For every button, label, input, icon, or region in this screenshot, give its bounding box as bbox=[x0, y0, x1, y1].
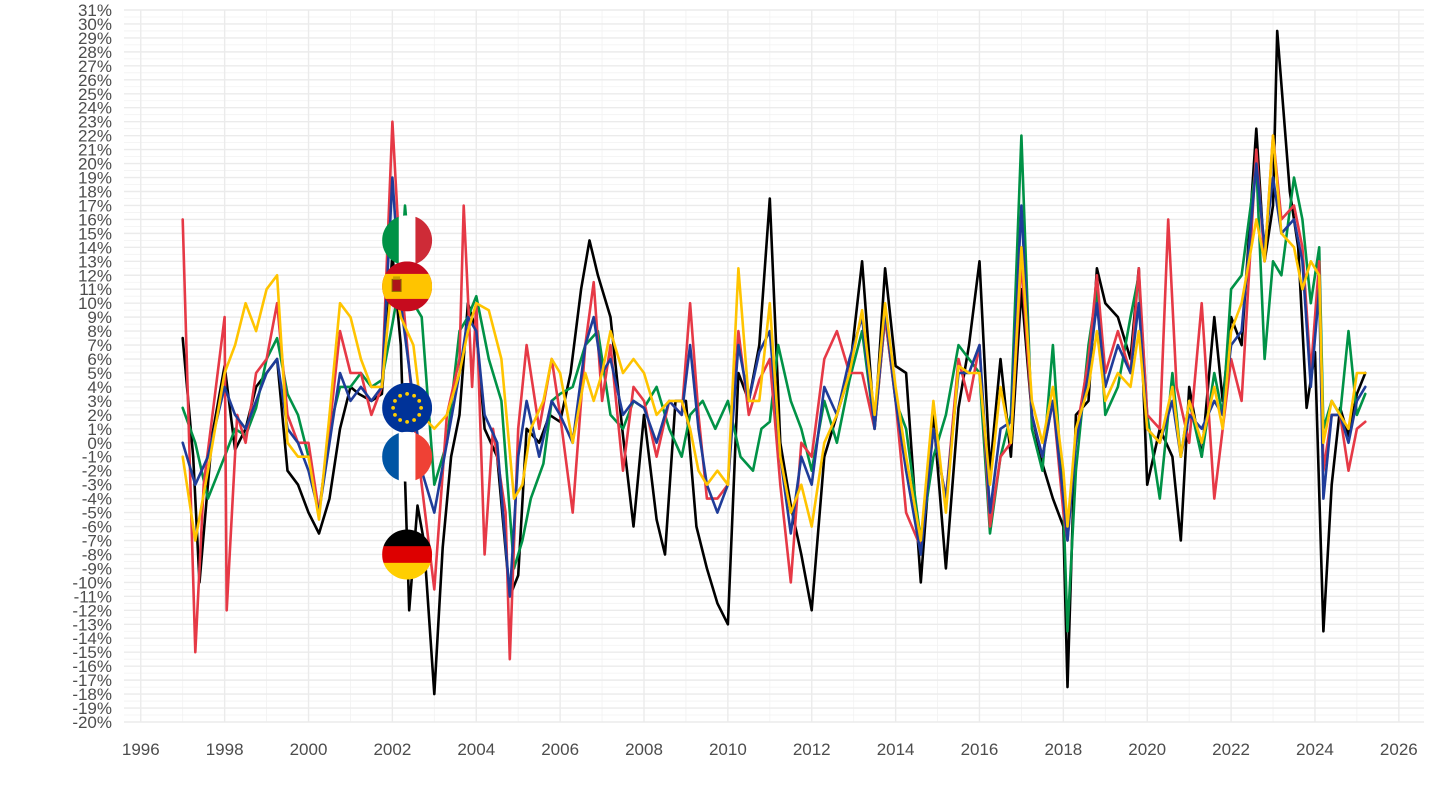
y-tick-label: -4% bbox=[82, 490, 112, 509]
y-tick-label: 16% bbox=[78, 210, 112, 229]
italy-flag-icon bbox=[382, 215, 433, 266]
y-tick-label: 29% bbox=[78, 29, 112, 48]
x-tick-label: 2008 bbox=[625, 740, 663, 759]
x-tick-label: 2026 bbox=[1380, 740, 1418, 759]
series-lines bbox=[181, 29, 1367, 696]
y-tick-label: -17% bbox=[72, 671, 112, 690]
x-tick-label: 2004 bbox=[457, 740, 495, 759]
x-tick-label: 2022 bbox=[1212, 740, 1250, 759]
y-tick-label: 4% bbox=[87, 378, 112, 397]
y-tick-label: 12% bbox=[78, 266, 112, 285]
series-line-france bbox=[181, 120, 1367, 661]
y-tick-label: 0% bbox=[87, 434, 112, 453]
y-tick-label: 1% bbox=[87, 420, 112, 439]
y-tick-label: -8% bbox=[82, 545, 112, 564]
x-axis-tick-labels: 1996 1998 2000 2002 2004 2006 2008 2010 2012 2014… bbox=[122, 740, 1418, 759]
x-tick-label: 2012 bbox=[793, 740, 831, 759]
y-tick-label: 26% bbox=[78, 71, 112, 90]
y-tick-label: 27% bbox=[78, 57, 112, 76]
y-tick-label: 15% bbox=[78, 224, 112, 243]
y-tick-label: 3% bbox=[87, 392, 112, 411]
y-tick-label: 13% bbox=[78, 252, 112, 271]
y-tick-label: 18% bbox=[78, 182, 112, 201]
y-tick-label: -1% bbox=[82, 448, 112, 467]
y-tick-label: 22% bbox=[78, 127, 112, 146]
y-tick-label: 17% bbox=[78, 196, 112, 215]
x-tick-label: 2010 bbox=[709, 740, 747, 759]
y-tick-label: -15% bbox=[72, 643, 112, 662]
y-tick-label: 30% bbox=[78, 15, 112, 34]
y-tick-label: -5% bbox=[82, 504, 112, 523]
y-tick-label: -20% bbox=[72, 713, 112, 732]
y-tick-label: 24% bbox=[78, 99, 112, 118]
y-tick-label: 19% bbox=[78, 169, 112, 188]
x-tick-label: 2006 bbox=[541, 740, 579, 759]
y-tick-label: 31% bbox=[78, 1, 112, 20]
x-tick-label: 2020 bbox=[1128, 740, 1166, 759]
y-tick-label: 14% bbox=[78, 238, 112, 257]
y-tick-label: -13% bbox=[72, 615, 112, 634]
y-tick-label: -18% bbox=[72, 685, 112, 704]
x-tick-label: 1996 bbox=[122, 740, 160, 759]
france-flag-icon bbox=[382, 431, 433, 482]
y-tick-label: 20% bbox=[78, 155, 112, 174]
y-tick-label: -10% bbox=[72, 573, 112, 592]
y-tick-label: 11% bbox=[79, 280, 112, 299]
eu-flag-icon bbox=[382, 382, 433, 433]
series-line-euro-area bbox=[181, 162, 1367, 598]
y-tick-label: -9% bbox=[82, 559, 112, 578]
y-tick-label: 9% bbox=[87, 308, 112, 327]
y-tick-label: -3% bbox=[82, 476, 112, 495]
y-tick-label: 7% bbox=[87, 336, 112, 355]
x-tick-label: 2024 bbox=[1296, 740, 1334, 759]
y-tick-label: 25% bbox=[78, 85, 112, 104]
y-tick-label: -2% bbox=[82, 462, 112, 481]
y-tick-label: 23% bbox=[78, 113, 112, 132]
y-tick-label: 28% bbox=[78, 43, 112, 62]
y-tick-label: -7% bbox=[82, 532, 112, 551]
y-tick-label: -12% bbox=[72, 601, 112, 620]
y-tick-label: -19% bbox=[72, 699, 112, 718]
y-tick-label: 6% bbox=[87, 350, 112, 369]
y-tick-label: -6% bbox=[82, 518, 112, 537]
flag-markers bbox=[382, 215, 433, 580]
x-tick-label: 1998 bbox=[206, 740, 244, 759]
x-tick-label: 2002 bbox=[373, 740, 411, 759]
y-tick-label: 5% bbox=[87, 364, 112, 383]
y-tick-label: -11% bbox=[74, 587, 112, 606]
y-tick-label: 8% bbox=[87, 322, 112, 341]
x-tick-label: 2016 bbox=[961, 740, 999, 759]
y-axis-tick-labels: -20%-19%-18%-17%-16%-15%-14%-13%-12%-11%… bbox=[72, 1, 112, 732]
y-tick-label: -16% bbox=[72, 657, 112, 676]
y-tick-label: 10% bbox=[78, 294, 112, 313]
y-tick-label: 2% bbox=[87, 406, 112, 425]
x-tick-label: 2014 bbox=[877, 740, 915, 759]
x-tick-label: 2018 bbox=[1044, 740, 1082, 759]
y-tick-label: 21% bbox=[78, 141, 112, 160]
spain-flag-icon bbox=[382, 261, 433, 312]
x-tick-label: 2000 bbox=[290, 740, 328, 759]
y-tick-label: -14% bbox=[72, 629, 112, 648]
germany-flag-icon bbox=[382, 529, 433, 580]
